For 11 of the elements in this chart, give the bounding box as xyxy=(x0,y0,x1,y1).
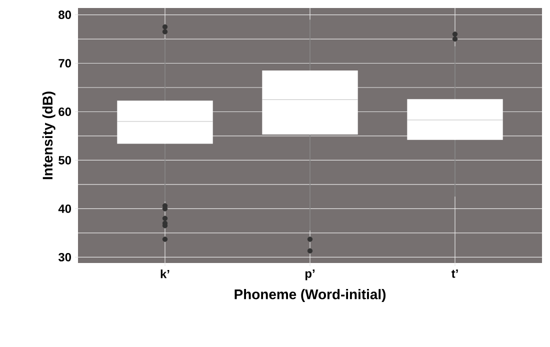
y-axis-title: Intensity (dB) xyxy=(42,92,56,180)
y-tick-label: 50 xyxy=(58,156,71,164)
x-axis-title: Phoneme (Word-initial) xyxy=(234,289,386,302)
x-tick-label: t’ xyxy=(451,270,458,278)
y-tick-label: 70 xyxy=(58,59,71,68)
y-tick-label: 40 xyxy=(58,204,71,213)
y-tick-label: 60 xyxy=(58,108,71,116)
x-tick-label: k’ xyxy=(160,270,170,278)
x-tick-label: p’ xyxy=(305,270,315,280)
y-tick-label: 30 xyxy=(58,252,71,262)
y-tick-label: 80 xyxy=(58,10,71,20)
